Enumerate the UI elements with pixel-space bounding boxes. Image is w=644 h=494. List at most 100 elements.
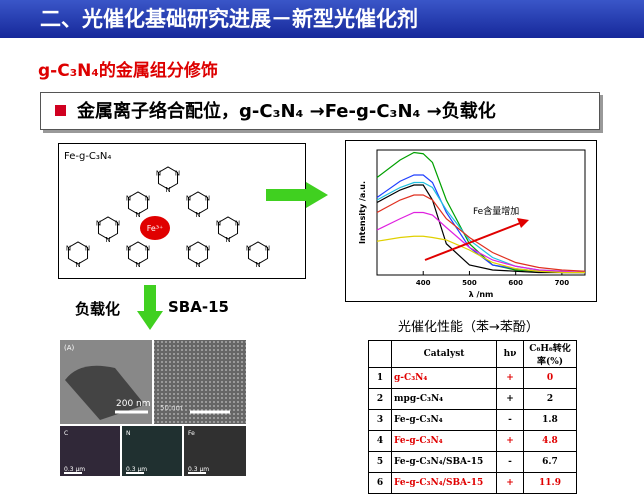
atom-label: N: [205, 245, 210, 253]
trend-arrowhead: [517, 218, 529, 228]
atom-label: N: [235, 220, 240, 228]
atom-label: N: [186, 245, 191, 253]
atom-label: N: [205, 195, 210, 203]
scale-label: 0.3 μm: [126, 466, 147, 473]
fe-ion: [140, 216, 170, 240]
table-cell: 11.9: [523, 472, 577, 494]
arrow: [137, 285, 163, 330]
x-axis-label: λ /nm: [469, 290, 494, 299]
atom-label: N: [216, 220, 221, 228]
x-tick-label: 700: [555, 279, 570, 287]
table-cell: 5: [368, 451, 392, 473]
ring: [187, 191, 209, 215]
table-cell: 3: [368, 409, 392, 431]
atom-label: N: [85, 245, 90, 253]
atom-label: N: [145, 245, 150, 253]
table-cell: +: [496, 367, 524, 389]
tem-images: (A) 200 nm 50 nm C 0.3 μm N 0.3 μm Fe 0.3 μm: [60, 340, 246, 476]
table-row: 1 g-C₃N₄ +0: [368, 367, 577, 389]
header-row: Catalyst hν C₆H₆转化率(%): [368, 340, 577, 368]
spectrum-line: [376, 184, 585, 274]
ring: [67, 241, 89, 265]
table-cell: Fe-g-C₃N₄: [391, 409, 497, 431]
ring: [187, 241, 209, 265]
scale-label: 0.3 μm: [188, 466, 209, 473]
ring: [157, 166, 179, 190]
atom-label: N: [165, 186, 170, 194]
spectrum-line: [376, 211, 586, 274]
atom-label: N: [175, 170, 180, 178]
step-label: SBA-15: [168, 298, 229, 316]
table-cell: g-C₃N₄: [391, 367, 497, 389]
x-tick-label: 600: [508, 279, 523, 287]
table-cell: -: [496, 451, 524, 473]
table-cell: Catalyst: [391, 340, 497, 368]
atom-label: N: [145, 195, 150, 203]
atom-label: N: [255, 261, 260, 269]
table-cell: 1.8: [523, 409, 577, 431]
y-axis-label: Intensity /a.u.: [358, 181, 367, 244]
table-cell: Fe-g-C₃N₄/SBA-15: [391, 472, 497, 494]
table-cell: -: [496, 409, 524, 431]
spectrum-chart: 400 500 600 700 λ /nm Intensity /a.u. Fe含量增加: [345, 140, 597, 302]
atom-label: N: [96, 220, 101, 228]
annotation: Fe含量增加: [473, 205, 519, 217]
atom-label: N: [126, 195, 131, 203]
table-cell: 1: [368, 367, 392, 389]
slide-title: 二、光催化基础研究进展－新型光催化剂: [0, 0, 644, 38]
atom-label: N: [135, 261, 140, 269]
atom-label: N: [66, 245, 71, 253]
atom-label: N: [225, 236, 230, 244]
atom-label: N: [156, 170, 161, 178]
subtitle: g-C₃N₄的金属组分修饰: [38, 61, 218, 81]
scale-label: 50 nm: [160, 404, 183, 412]
table-cell: Fe-g-C₃N₄: [391, 430, 497, 452]
table-row: 3 Fe-g-C₃N₄ -1.8: [368, 409, 577, 431]
x-tick-label: 400: [416, 279, 431, 287]
ring: [217, 216, 239, 240]
atom-label: N: [246, 245, 251, 253]
atom-label: N: [135, 211, 140, 219]
fe-label: Fe³⁺: [147, 224, 164, 233]
table-cell: 0: [523, 367, 577, 389]
table-row: 4 Fe-g-C₃N₄ +4.8: [368, 430, 577, 452]
table-cell: [368, 340, 392, 368]
table-cell: mpg-C₃N₄: [391, 388, 497, 410]
ring: [127, 191, 149, 215]
atom-label: N: [115, 220, 120, 228]
structure-label: Fe-g-C₃N₄: [64, 151, 111, 162]
table-cell: 6.7: [523, 451, 577, 473]
panel-label: (A): [64, 344, 75, 352]
map-label: N: [126, 430, 131, 437]
ring: [247, 241, 269, 265]
atom-label: N: [195, 261, 200, 269]
atom-label: N: [195, 211, 200, 219]
x-tick-label: 500: [462, 279, 477, 287]
table-cell: C₆H₆转化率(%): [523, 340, 577, 368]
table-cell: Fe-g-C₃N₄/SBA-15: [391, 451, 497, 473]
trend-arrow: [424, 221, 524, 261]
bullet-text: 金属离子络合配位，g-C₃N₄ →Fe-g-C₃N₄ →负载化: [77, 101, 496, 122]
table-cell: 2: [523, 388, 577, 410]
map-label: C: [64, 430, 68, 437]
table-title: 光催化性能（苯→苯酚）: [398, 320, 539, 335]
table-cell: 6: [368, 472, 392, 494]
scale-label: 200 nm: [116, 399, 151, 409]
table-cell: 4.8: [523, 430, 577, 452]
atom-label: N: [186, 195, 191, 203]
results-table: Catalyst hν C₆H₆转化率(%) 1 g-C₃N₄ +0 2 mpg-C₃N₄ +2…: [368, 340, 577, 494]
atom-label: N: [265, 245, 270, 253]
table-row: 6 Fe-g-C₃N₄/SBA-15 +11.9: [368, 472, 577, 494]
table-row: 5 Fe-g-C₃N₄/SBA-15-6.7: [368, 451, 577, 473]
table-row: 2 mpg-C₃N₄ +2: [368, 388, 577, 410]
atom-label: N: [105, 236, 110, 244]
table-cell: +: [496, 472, 524, 494]
arrow: [266, 182, 328, 208]
table-cell: +: [496, 430, 524, 452]
table-cell: 2: [368, 388, 392, 410]
table-cell: hν: [496, 340, 524, 368]
spectrum-line: [376, 194, 586, 272]
ring: [97, 216, 119, 240]
atom-label: N: [75, 261, 80, 269]
